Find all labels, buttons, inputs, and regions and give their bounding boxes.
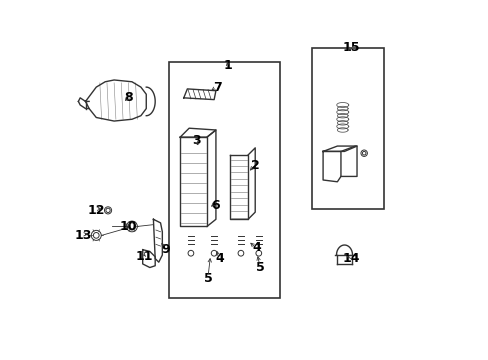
- Text: 8: 8: [124, 91, 132, 104]
- Text: 3: 3: [192, 134, 200, 147]
- Text: 15: 15: [342, 41, 360, 54]
- Text: 7: 7: [213, 81, 222, 94]
- Text: 5: 5: [204, 272, 213, 285]
- Text: 4: 4: [252, 241, 261, 255]
- Text: 13: 13: [75, 229, 92, 242]
- Text: 5: 5: [256, 261, 264, 274]
- Text: 14: 14: [342, 252, 360, 265]
- Text: 12: 12: [87, 204, 105, 217]
- Text: 2: 2: [250, 159, 259, 172]
- Text: 6: 6: [211, 198, 220, 212]
- Text: 11: 11: [136, 250, 153, 263]
- Bar: [169, 62, 280, 298]
- Text: 4: 4: [215, 252, 224, 265]
- Bar: [312, 48, 383, 208]
- Text: 10: 10: [120, 220, 137, 233]
- Text: 1: 1: [224, 59, 232, 72]
- Text: 9: 9: [161, 243, 170, 256]
